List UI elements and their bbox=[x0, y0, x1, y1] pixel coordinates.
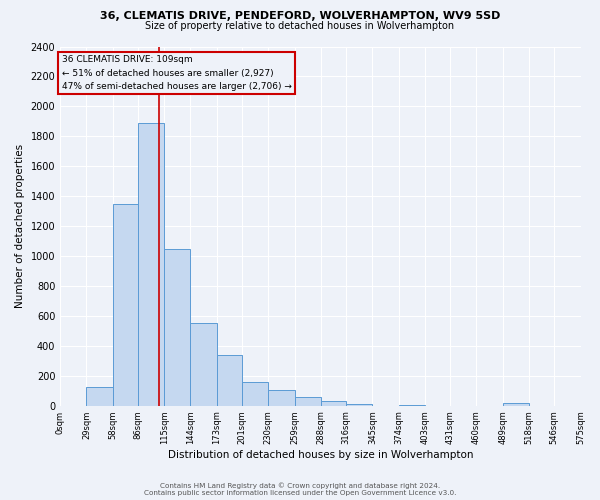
Text: Contains public sector information licensed under the Open Government Licence v3: Contains public sector information licen… bbox=[144, 490, 456, 496]
Text: 36, CLEMATIS DRIVE, PENDEFORD, WOLVERHAMPTON, WV9 5SD: 36, CLEMATIS DRIVE, PENDEFORD, WOLVERHAM… bbox=[100, 11, 500, 21]
Bar bbox=[190, 324, 217, 406]
Bar bbox=[86, 387, 113, 406]
Text: Contains HM Land Registry data © Crown copyright and database right 2024.: Contains HM Land Registry data © Crown c… bbox=[160, 482, 440, 489]
Text: 36 CLEMATIS DRIVE: 109sqm
← 51% of detached houses are smaller (2,927)
47% of se: 36 CLEMATIS DRIVE: 109sqm ← 51% of detac… bbox=[62, 56, 292, 91]
Text: Size of property relative to detached houses in Wolverhampton: Size of property relative to detached ho… bbox=[145, 21, 455, 31]
Bar bbox=[295, 396, 321, 406]
Bar bbox=[398, 405, 425, 406]
Bar bbox=[346, 404, 373, 406]
Y-axis label: Number of detached properties: Number of detached properties bbox=[15, 144, 25, 308]
Bar bbox=[113, 204, 138, 406]
Bar bbox=[503, 404, 529, 406]
Bar bbox=[217, 355, 242, 406]
Bar bbox=[242, 382, 268, 406]
Bar bbox=[321, 401, 346, 406]
Bar bbox=[268, 390, 295, 406]
Bar bbox=[164, 248, 190, 406]
Bar bbox=[138, 123, 164, 406]
X-axis label: Distribution of detached houses by size in Wolverhampton: Distribution of detached houses by size … bbox=[167, 450, 473, 460]
